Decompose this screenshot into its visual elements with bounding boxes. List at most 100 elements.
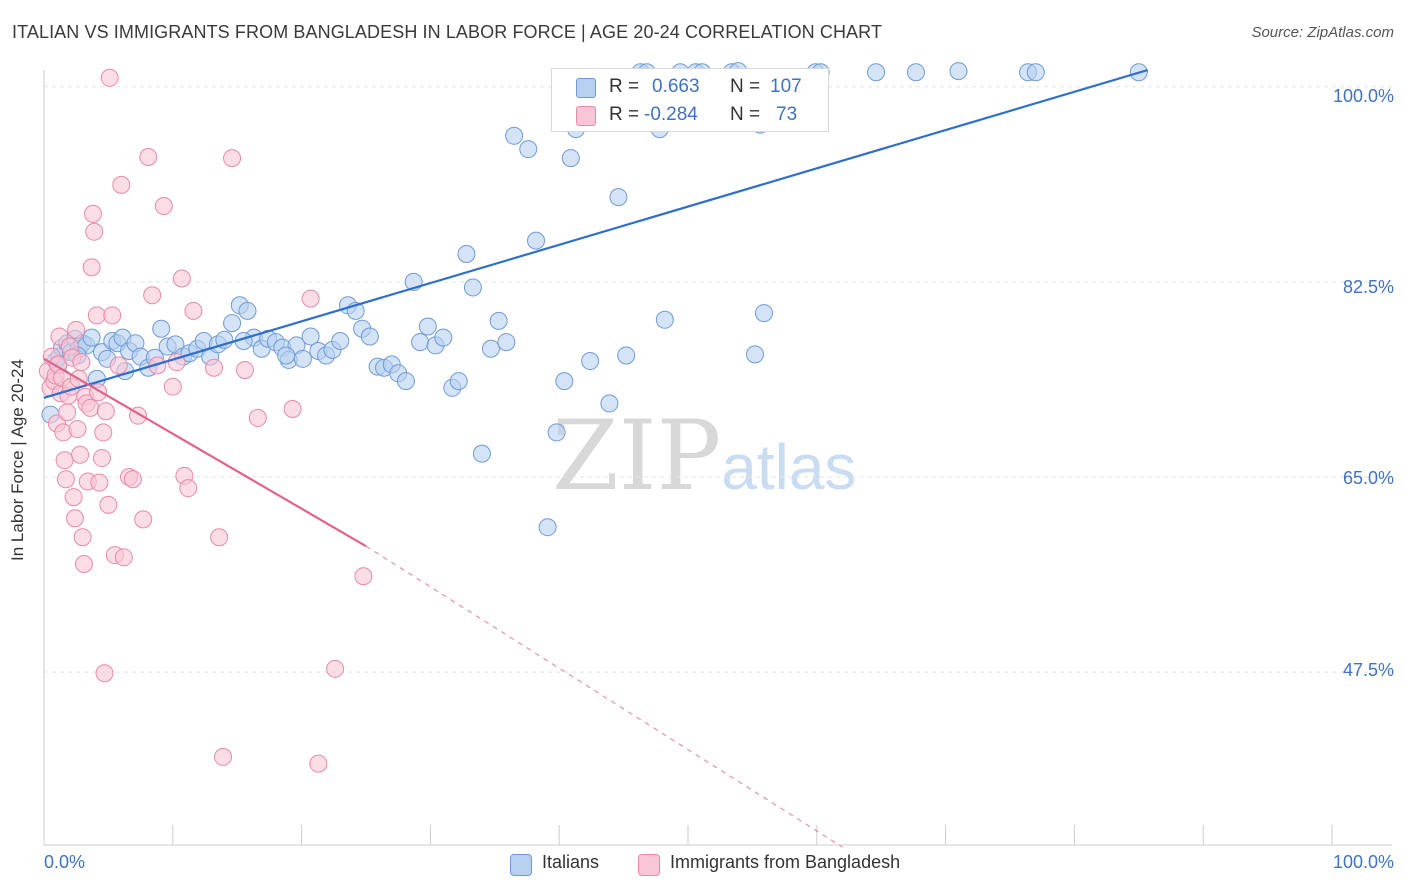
y-tick-label-47-5: 47.5%	[1342, 660, 1394, 680]
legend-row-italians: R = 0.663 N = 107	[552, 73, 828, 101]
bangladesh-point	[223, 149, 242, 168]
legend-row-bangladesh: R = -0.284 N = 73	[552, 101, 828, 129]
italians-point	[481, 339, 500, 358]
bangladesh-point	[123, 470, 142, 489]
italians-point	[527, 231, 546, 250]
italians-point	[82, 328, 101, 347]
bangladesh-point	[214, 747, 233, 766]
legend-r-value: -0.284	[644, 104, 698, 125]
italians-point	[457, 244, 476, 263]
italians-point	[463, 278, 482, 297]
watermark-atlas: atlas	[721, 431, 857, 503]
italians-point	[547, 423, 566, 442]
bangladesh-point	[172, 269, 191, 288]
bangladesh-point	[65, 509, 84, 528]
y-tick-label-82-5: 82.5%	[1342, 277, 1394, 297]
bangladesh-point	[87, 306, 106, 325]
italians-point	[949, 62, 968, 81]
bangladesh-point	[148, 356, 167, 375]
bangladesh-point	[114, 548, 133, 567]
bottom-legend-swatch-bangladesh	[638, 854, 660, 876]
bangladesh-point	[179, 479, 198, 498]
bangladesh-point	[67, 320, 86, 339]
italians-point	[152, 319, 171, 338]
italians-point	[519, 140, 538, 159]
bangladesh-point	[143, 286, 162, 305]
italians-point	[472, 444, 491, 463]
watermark: ZIPatlas	[552, 400, 856, 512]
x-tick-label-max: 100.0%	[1332, 852, 1394, 872]
bangladesh-point	[90, 473, 109, 492]
bangladesh-point	[56, 470, 75, 489]
bangladesh-point	[205, 358, 224, 377]
italians-point	[301, 327, 320, 346]
italians-trend-line	[43, 68, 1149, 399]
legend-r-label: R =	[609, 76, 640, 97]
bangladesh-point	[83, 204, 102, 223]
bangladesh-point	[94, 423, 113, 442]
bangladesh-point	[354, 567, 373, 586]
bangladesh-trend-line-extension	[365, 545, 843, 848]
bangladesh-point	[163, 377, 182, 396]
legend-n-value: 107	[770, 76, 802, 97]
bangladesh-point	[309, 754, 328, 773]
italians-point	[600, 394, 619, 413]
y-axis-label: In Labor Force | Age 20-24	[8, 359, 27, 561]
italians-point	[581, 352, 600, 371]
bangladesh-point	[55, 451, 74, 470]
bangladesh-trend-line	[43, 357, 367, 548]
italians-point	[655, 310, 674, 329]
legend-n-value: 73	[776, 104, 798, 125]
italians-point	[497, 333, 516, 352]
bangladesh-point	[68, 420, 87, 439]
bangladesh-point	[109, 356, 128, 375]
bangladesh-point	[72, 353, 91, 372]
bangladesh-point	[99, 495, 118, 514]
italians-point	[238, 301, 257, 320]
bangladesh-point	[85, 222, 104, 241]
bangladesh-point	[301, 289, 320, 308]
y-tick-label-65: 65.0%	[1342, 468, 1394, 488]
bangladesh-point	[154, 197, 173, 216]
italians-point	[434, 328, 453, 347]
source-label: Source: ZipAtlas.com	[1251, 24, 1394, 41]
watermark-zip: ZIP	[552, 400, 722, 512]
bangladesh-point	[58, 403, 77, 422]
italians-point	[489, 311, 508, 330]
italians-point	[411, 333, 430, 352]
bangladesh-point	[326, 659, 345, 678]
bangladesh-point	[81, 398, 100, 417]
bangladesh-point	[74, 554, 93, 573]
bangladesh-point	[184, 301, 203, 320]
bottom-legend-swatch-italians	[510, 854, 532, 876]
legend-n-label: N =	[730, 76, 761, 97]
italians-point	[277, 346, 296, 365]
bangladesh-point	[248, 408, 267, 427]
italians-point	[561, 149, 580, 168]
italians-point	[1026, 63, 1045, 82]
bangladesh-point	[112, 175, 131, 194]
bottom-legend-bangladesh: Immigrants from Bangladesh	[670, 852, 901, 872]
bangladesh-point	[64, 488, 83, 507]
italians-point	[360, 327, 379, 346]
bangladesh-point	[92, 449, 111, 468]
bangladesh-point	[283, 399, 302, 418]
bangladesh-point	[235, 360, 254, 379]
bangladesh-point	[103, 306, 122, 325]
y-tick-label-100: 100.0%	[1332, 86, 1394, 106]
italians-point	[538, 518, 557, 537]
correlation-legend: R = 0.663 N = 107 R = -0.284 N = 73	[551, 68, 829, 132]
bangladesh-point	[139, 147, 158, 166]
legend-n-label: N =	[730, 104, 761, 125]
italians-point	[867, 63, 886, 82]
x-tick-label-min: 0.0%	[44, 852, 86, 872]
italians-point	[617, 346, 636, 365]
legend-r-label: R =	[609, 104, 640, 125]
italians-point	[754, 304, 773, 323]
italians-point	[293, 349, 312, 368]
legend-swatch-pink	[576, 106, 596, 126]
bangladesh-point	[100, 68, 119, 87]
bangladesh-point	[96, 402, 115, 421]
bangladesh-point	[73, 528, 92, 547]
